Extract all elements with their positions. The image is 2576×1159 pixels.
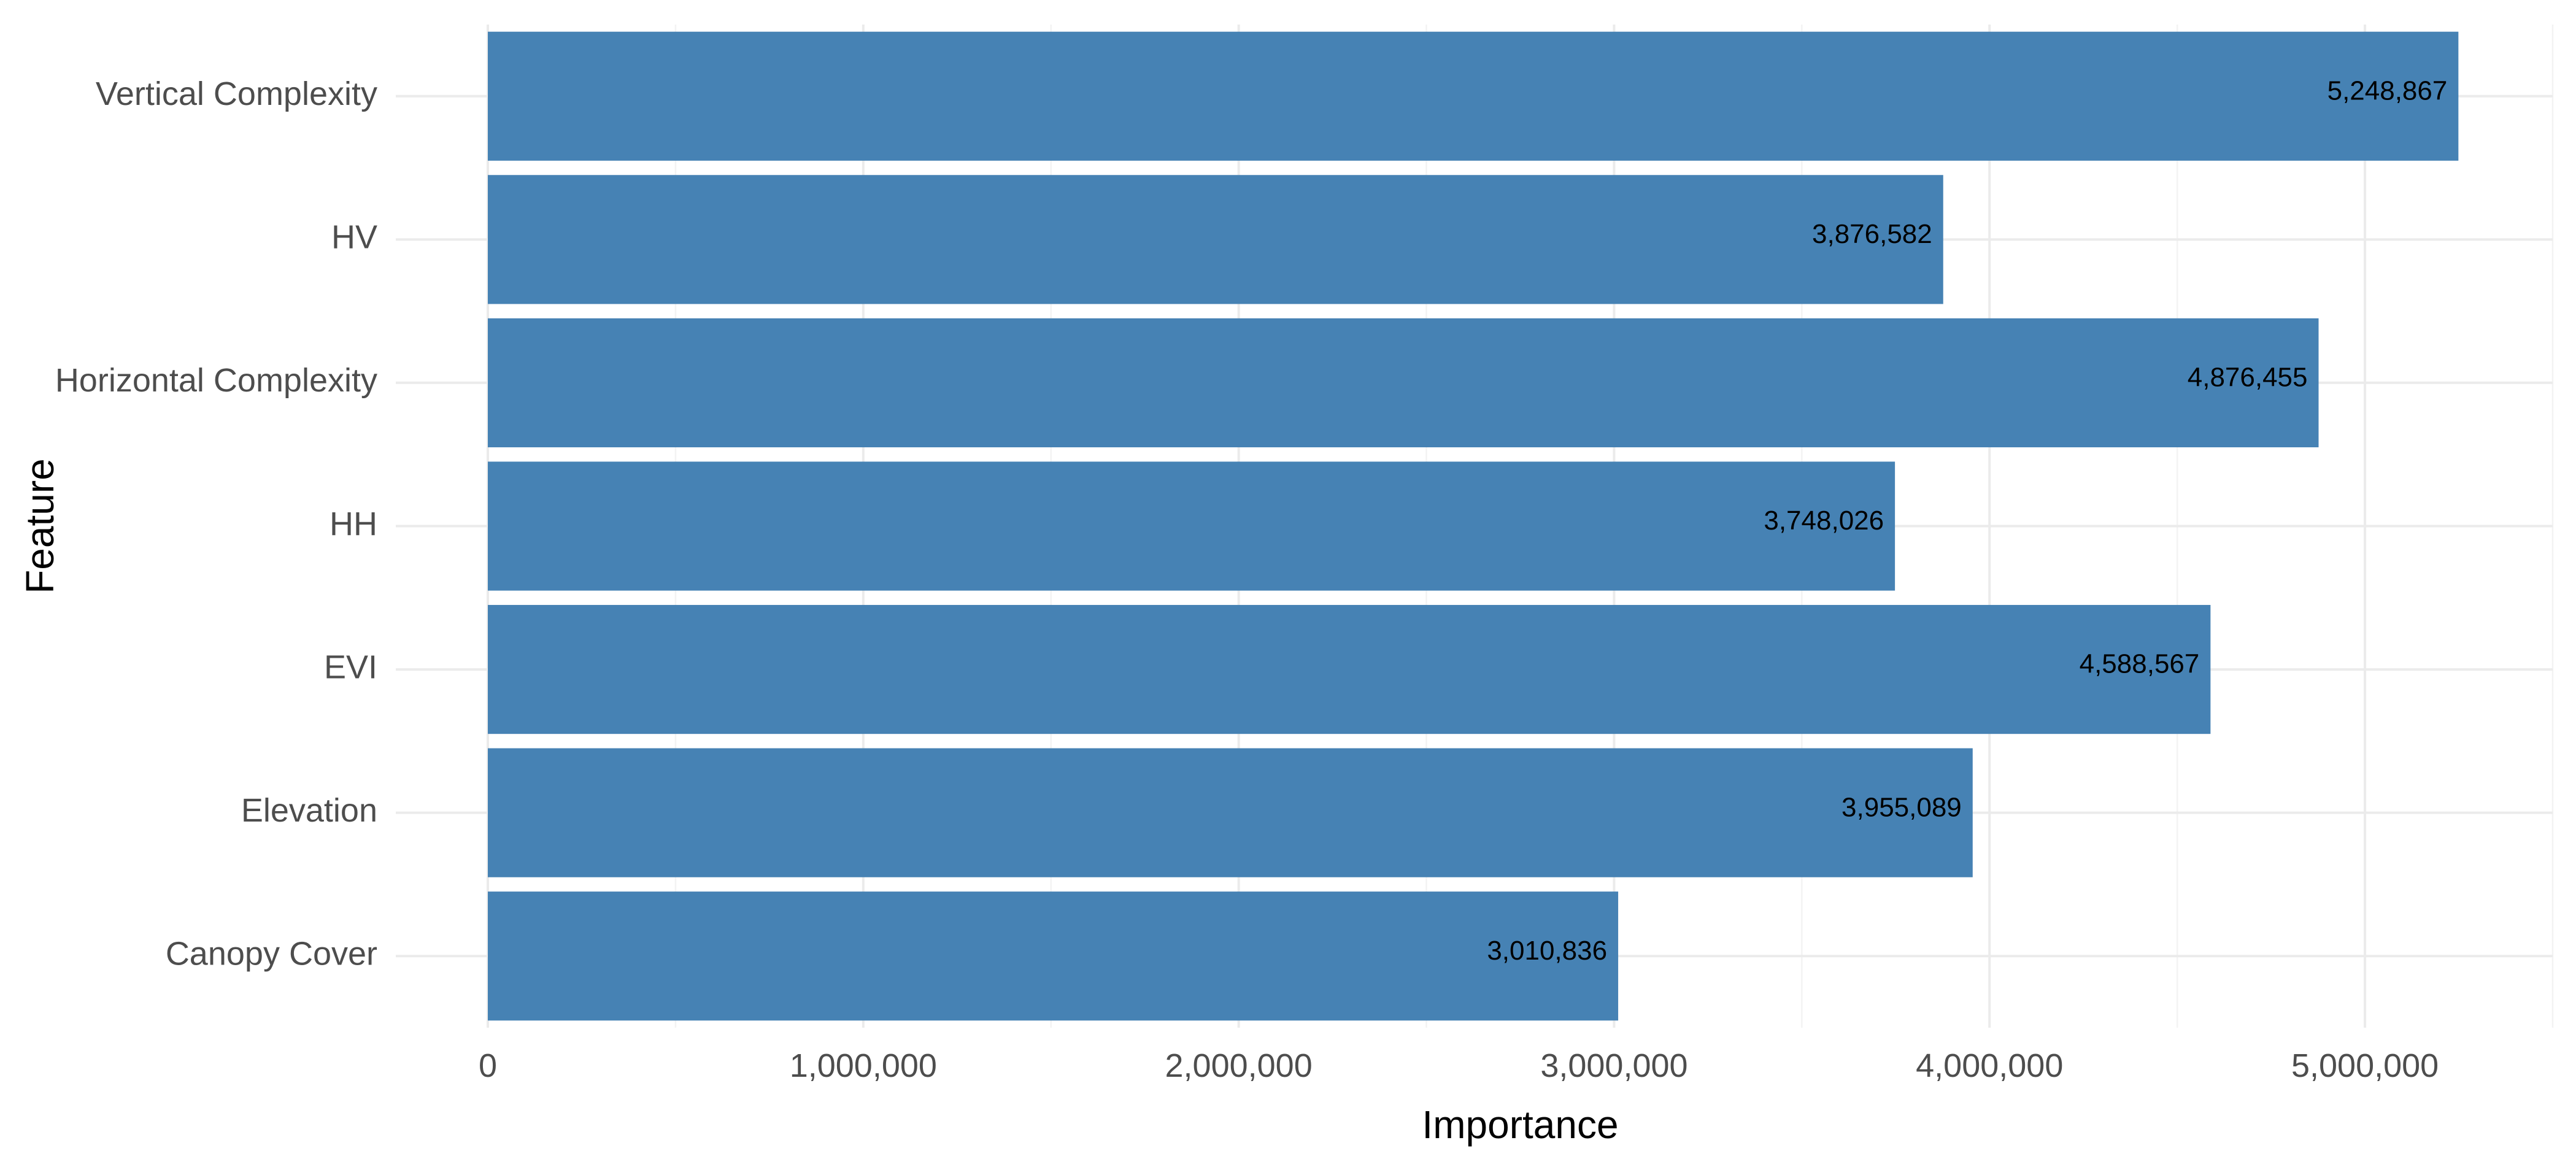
bar-value-label: 4,588,567 (2080, 649, 2200, 679)
bar (488, 604, 2211, 734)
bar-value-label: 4,876,455 (2188, 363, 2308, 393)
bar-value-label: 3,010,836 (1487, 936, 1607, 966)
x-tick-label: 1,000,000 (790, 1047, 937, 1084)
x-tick-label: 3,000,000 (1540, 1047, 1687, 1084)
bars (488, 31, 2459, 1021)
x-tick-label: 5,000,000 (2291, 1047, 2439, 1084)
bar (488, 461, 1895, 591)
y-tick-label: HV (331, 219, 377, 256)
bar (488, 748, 1973, 877)
y-tick-label: Vertical Complexity (96, 75, 377, 112)
y-axis-title: Feature (18, 458, 62, 594)
x-tick-label: 2,000,000 (1165, 1047, 1313, 1084)
y-axis-tick-labels: Vertical Complexity HV Horizontal Complexi… (55, 75, 377, 972)
y-tick-label: Canopy Cover (166, 935, 377, 972)
y-tick-label: Horizontal Complexity (55, 362, 377, 399)
bar (488, 175, 1943, 304)
bar-value-label: 3,955,089 (1841, 792, 1962, 822)
bar (488, 318, 2319, 448)
x-tick-label: 0 (479, 1047, 497, 1084)
x-axis-title: Importance (1422, 1103, 1618, 1147)
bar-value-labels: 5,248,867 3,876,582 4,876,455 3,748,026 4,58… (1487, 75, 2447, 965)
y-tick-label: Elevation (241, 792, 377, 829)
y-tick-label: HH (330, 506, 377, 542)
bar (488, 31, 2459, 161)
y-tick-label: EVI (324, 649, 377, 685)
bar-value-label: 3,748,026 (1764, 506, 1884, 536)
bar-value-label: 5,248,867 (2327, 75, 2448, 106)
x-axis-tick-labels: 0 1,000,000 2,000,000 3,000,000 4,000,000 5,0… (479, 1047, 2439, 1084)
bar-value-label: 3,876,582 (1812, 219, 1932, 249)
x-tick-label: 4,000,000 (1916, 1047, 2063, 1084)
bar (488, 891, 1619, 1021)
